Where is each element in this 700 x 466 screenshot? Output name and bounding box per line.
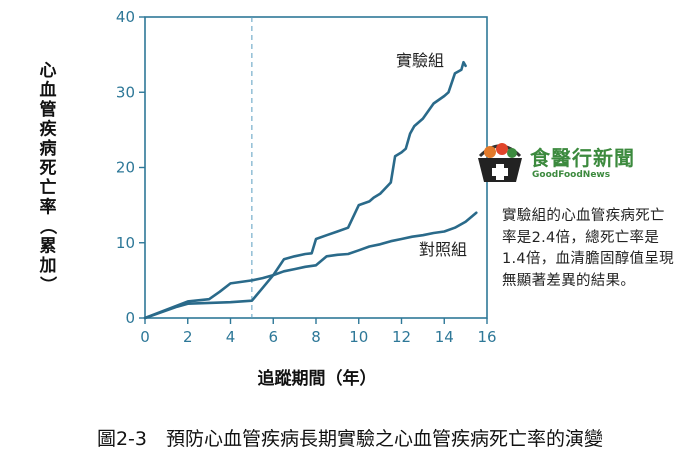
- series-label-control: 對照組: [419, 240, 467, 259]
- x-tick-label: 2: [183, 328, 193, 346]
- x-tick-label: 8: [311, 328, 321, 346]
- series-line-experimental: [143, 60, 467, 320]
- y-axis-title-char: 死: [40, 159, 57, 179]
- y-axis-title-char: （: [37, 218, 58, 235]
- y-axis-title-char: 病: [40, 138, 57, 159]
- y-tick-label: 10: [116, 234, 135, 252]
- x-tick-label: 16: [477, 328, 496, 346]
- x-axis-title: 追蹤期間（年）: [258, 368, 377, 389]
- y-axis-title-char: 血: [40, 80, 57, 101]
- logo-subtitle: GoodFoodNews: [532, 170, 611, 180]
- logo-name: 食醫行新聞: [530, 146, 635, 170]
- y-tick-label: 20: [116, 159, 135, 177]
- basket-icon: [478, 143, 522, 182]
- series-line-control: [143, 211, 478, 320]
- x-tick-label: 6: [268, 328, 278, 346]
- y-axis-title-char: 管: [40, 99, 57, 120]
- y-axis-title-char: 加: [39, 256, 57, 276]
- series-lines: [143, 60, 478, 320]
- logo: 食醫行新聞 GoodFoodNews: [474, 136, 674, 186]
- series-label-experimental: 實驗組: [396, 51, 444, 70]
- y-axis-title-char: 疾: [40, 119, 57, 140]
- x-tick-label: 12: [392, 328, 411, 346]
- y-tick-label: 30: [116, 83, 135, 101]
- y-tick-label: 40: [116, 8, 135, 26]
- medical-cross-icon: [492, 164, 508, 180]
- x-tick-label: 4: [226, 328, 236, 346]
- y-axis-title-char: 亡: [40, 177, 57, 198]
- tick-labels: 0 2 4 6 8 10 12 14 16 0 10 20 30 40: [116, 8, 497, 346]
- figure-caption: 圖2-3 預防心血管疾病長期實驗之心血管疾病死亡率的演變: [97, 428, 603, 450]
- y-axis-title-char: ）: [37, 276, 58, 293]
- x-tick-label: 14: [435, 328, 454, 346]
- y-axis-title-char: 率: [40, 197, 57, 218]
- annotation-text: 實驗組的心血管疾病死亡率是2.4倍，總死亡率是1.4倍，血清膽固醇值呈現無顯著差…: [502, 208, 674, 289]
- y-axis-title-char: 心: [40, 61, 57, 81]
- y-axis-title: 心血管疾病死亡率（ 累加）: [37, 61, 58, 293]
- x-tick-label: 0: [140, 328, 150, 346]
- x-tick-label: 10: [349, 328, 368, 346]
- y-axis-title-char: 累: [40, 237, 57, 257]
- y-tick-label: 0: [125, 309, 135, 327]
